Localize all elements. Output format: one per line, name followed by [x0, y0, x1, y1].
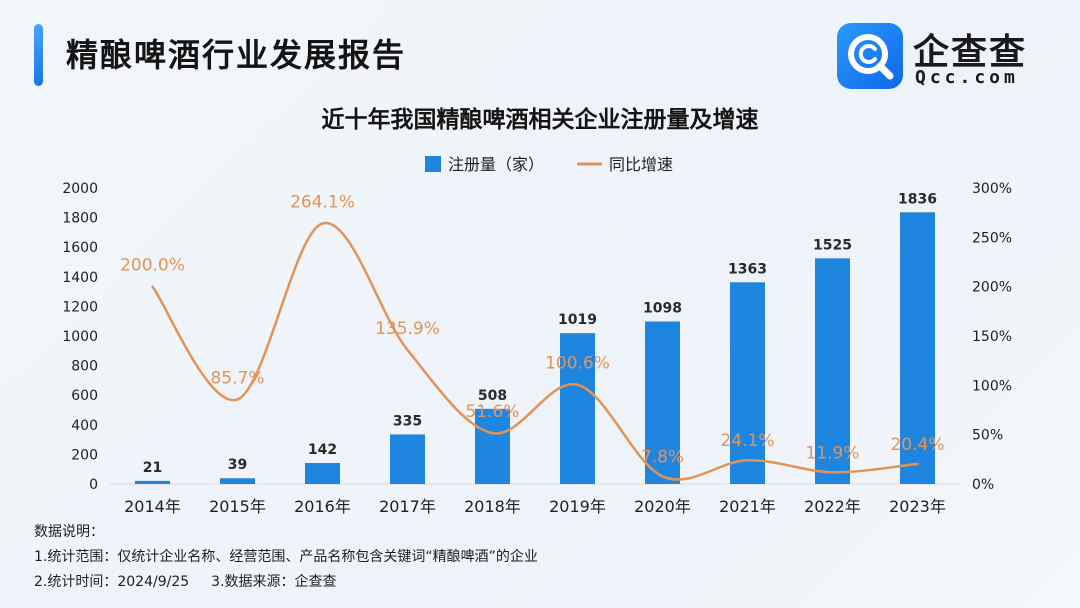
bar-value-label: 1019 [558, 312, 597, 328]
y-left-tick-label: 2000 [62, 181, 98, 197]
line-value-label: 11.9% [805, 443, 859, 463]
y-left-tick-label: 200 [71, 447, 98, 463]
notes-time: 2.统计时间：2024/9/25 [34, 574, 190, 590]
x-tick-label: 2022年 [804, 497, 861, 516]
line-value-label: 20.4% [890, 435, 944, 455]
y-left-tick-label: 1000 [62, 329, 98, 345]
x-tick-label: 2018年 [464, 497, 521, 516]
line-value-label: 264.1% [290, 192, 355, 212]
line-value-label: 200.0% [120, 256, 185, 276]
combo-chart: 近十年我国精酿啤酒相关企业注册量及增速 注册量（家） 同比增速 0 200 400 6… [62, 106, 1012, 516]
growth-line [151, 221, 919, 481]
notes-heading: 数据说明： [34, 524, 104, 540]
notes-source: 3.数据来源：企查查 [211, 574, 337, 590]
y-left-tick-label: 600 [71, 388, 98, 404]
line-value-label: 51.6% [465, 402, 519, 422]
bar [900, 212, 935, 484]
bar [390, 434, 425, 484]
bar-value-label: 1098 [643, 300, 682, 316]
x-tick-label: 2023年 [889, 497, 946, 516]
y-left-tick-label: 1600 [62, 240, 98, 256]
legend-label-line: 同比增速 [609, 155, 673, 174]
bar-value-label: 1363 [728, 261, 767, 277]
legend-label-bar: 注册量（家） [448, 155, 544, 174]
legend-swatch-bar [425, 156, 441, 172]
bar-value-label: 1525 [813, 237, 852, 253]
bar [815, 258, 850, 484]
bar-value-label: 142 [308, 442, 337, 458]
y-right-tick-label: 100% [972, 378, 1012, 394]
x-tick-label: 2021年 [719, 497, 776, 516]
y-left-tick-label: 800 [71, 359, 98, 375]
bar [560, 333, 595, 484]
y-left-tick-label: 1400 [62, 270, 98, 286]
notes-time-source: 2.统计时间：2024/9/25 3.数据来源：企查查 [34, 570, 538, 595]
x-tick-label: 2015年 [209, 497, 266, 516]
bar [475, 408, 510, 484]
x-tick-label: 2019年 [549, 497, 606, 516]
line-value-label: 7.8% [641, 447, 684, 467]
plot-area: 0 200 400 600 800 1000 1200 1400 1600 1800 2000 0% 5… [62, 181, 1012, 516]
line-value-label: 85.7% [210, 368, 264, 388]
bar-value-label: 39 [228, 457, 247, 473]
y-left-tick-label: 400 [71, 418, 98, 434]
bar [645, 321, 680, 484]
bar-value-label: 1836 [898, 191, 937, 207]
x-tick-label: 2014年 [124, 497, 181, 516]
bar-value-label: 335 [393, 413, 422, 429]
y-right-tick-label: 200% [972, 280, 1012, 296]
x-tick-label: 2020年 [634, 497, 691, 516]
y-left-tick-label: 0 [89, 477, 98, 493]
x-tick-label: 2016年 [294, 497, 351, 516]
legend: 注册量（家） 同比增速 [425, 155, 673, 174]
bar-value-label: 508 [478, 388, 507, 404]
title-accent-bar [34, 24, 43, 86]
qcc-logo-icon [837, 23, 903, 89]
y-right-tick-label: 300% [972, 181, 1012, 197]
chart-title: 近十年我国精酿啤酒相关企业注册量及增速 [322, 106, 759, 133]
bar [220, 478, 255, 484]
bar-value-label: 21 [143, 460, 162, 476]
y-left-tick-label: 1200 [62, 299, 98, 315]
notes-scope: 1.统计范围：仅统计企业名称、经营范围、产品名称包含关键词“精酿啤酒”的企业 [34, 549, 538, 565]
y-left-tick-label: 1800 [62, 211, 98, 227]
bar [305, 462, 340, 484]
line-value-label: 135.9% [375, 319, 440, 339]
y-right-tick-label: 150% [972, 329, 1012, 345]
y-right-tick-label: 50% [972, 428, 1003, 444]
logo-domain: Qcc.com [915, 67, 1019, 88]
logo-name: 企查查 [913, 32, 1028, 73]
line-value-label: 100.6% [545, 354, 610, 374]
report-title: 精酿啤酒行业发展报告 [66, 36, 407, 74]
y-right-tick-label: 0% [972, 477, 994, 493]
data-notes: 数据说明： 1.统计范围：仅统计企业名称、经营范围、产品名称包含关键词“精酿啤酒… [34, 520, 538, 595]
bar [135, 480, 170, 484]
line-value-label: 24.1% [720, 431, 774, 451]
y-right-tick-label: 250% [972, 230, 1012, 246]
bar [730, 282, 765, 484]
x-tick-label: 2017年 [379, 497, 436, 516]
qcc-logo[interactable]: 企查查 Qcc.com [837, 23, 1037, 89]
